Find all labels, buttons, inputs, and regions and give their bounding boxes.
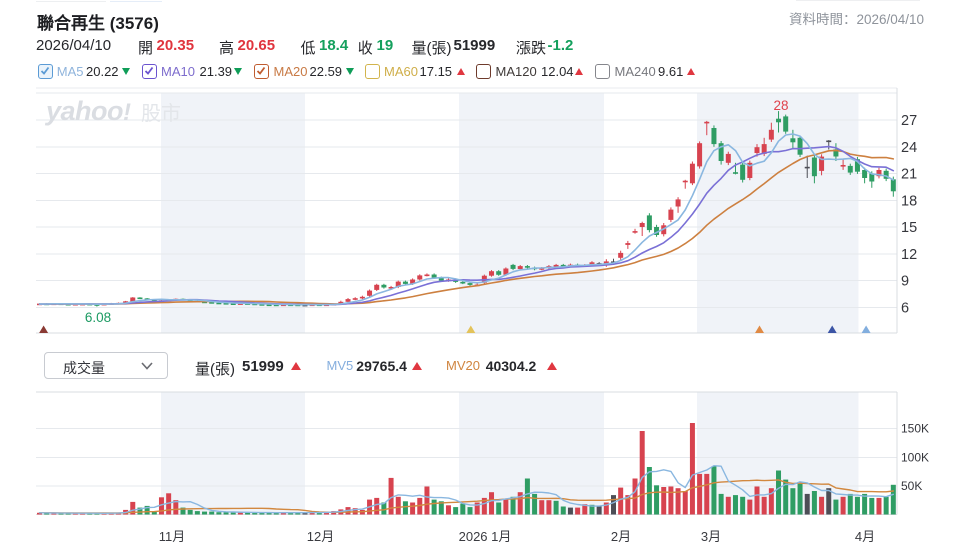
svg-text:2026 1月: 2026 1月	[459, 529, 512, 544]
svg-text:100K: 100K	[901, 450, 929, 464]
svg-text:4月: 4月	[855, 529, 875, 544]
svg-text:21: 21	[901, 167, 917, 183]
svg-text:6.08: 6.08	[85, 310, 111, 325]
svg-text:150K: 150K	[901, 422, 929, 436]
svg-text:11月: 11月	[159, 529, 186, 544]
svg-text:18: 18	[901, 193, 917, 209]
svg-text:6: 6	[901, 300, 909, 316]
svg-text:2月: 2月	[611, 529, 631, 544]
svg-text:12: 12	[901, 247, 917, 263]
svg-text:27: 27	[901, 113, 917, 129]
svg-text:28: 28	[773, 98, 788, 113]
svg-text:股市: 股市	[141, 102, 181, 125]
svg-text:3月: 3月	[701, 529, 721, 544]
svg-text:15: 15	[901, 220, 917, 236]
svg-text:12月: 12月	[307, 529, 334, 544]
svg-text:50K: 50K	[901, 479, 922, 493]
svg-text:yahoo!: yahoo!	[44, 96, 131, 126]
svg-text:9: 9	[901, 274, 909, 290]
svg-text:24: 24	[901, 140, 917, 156]
